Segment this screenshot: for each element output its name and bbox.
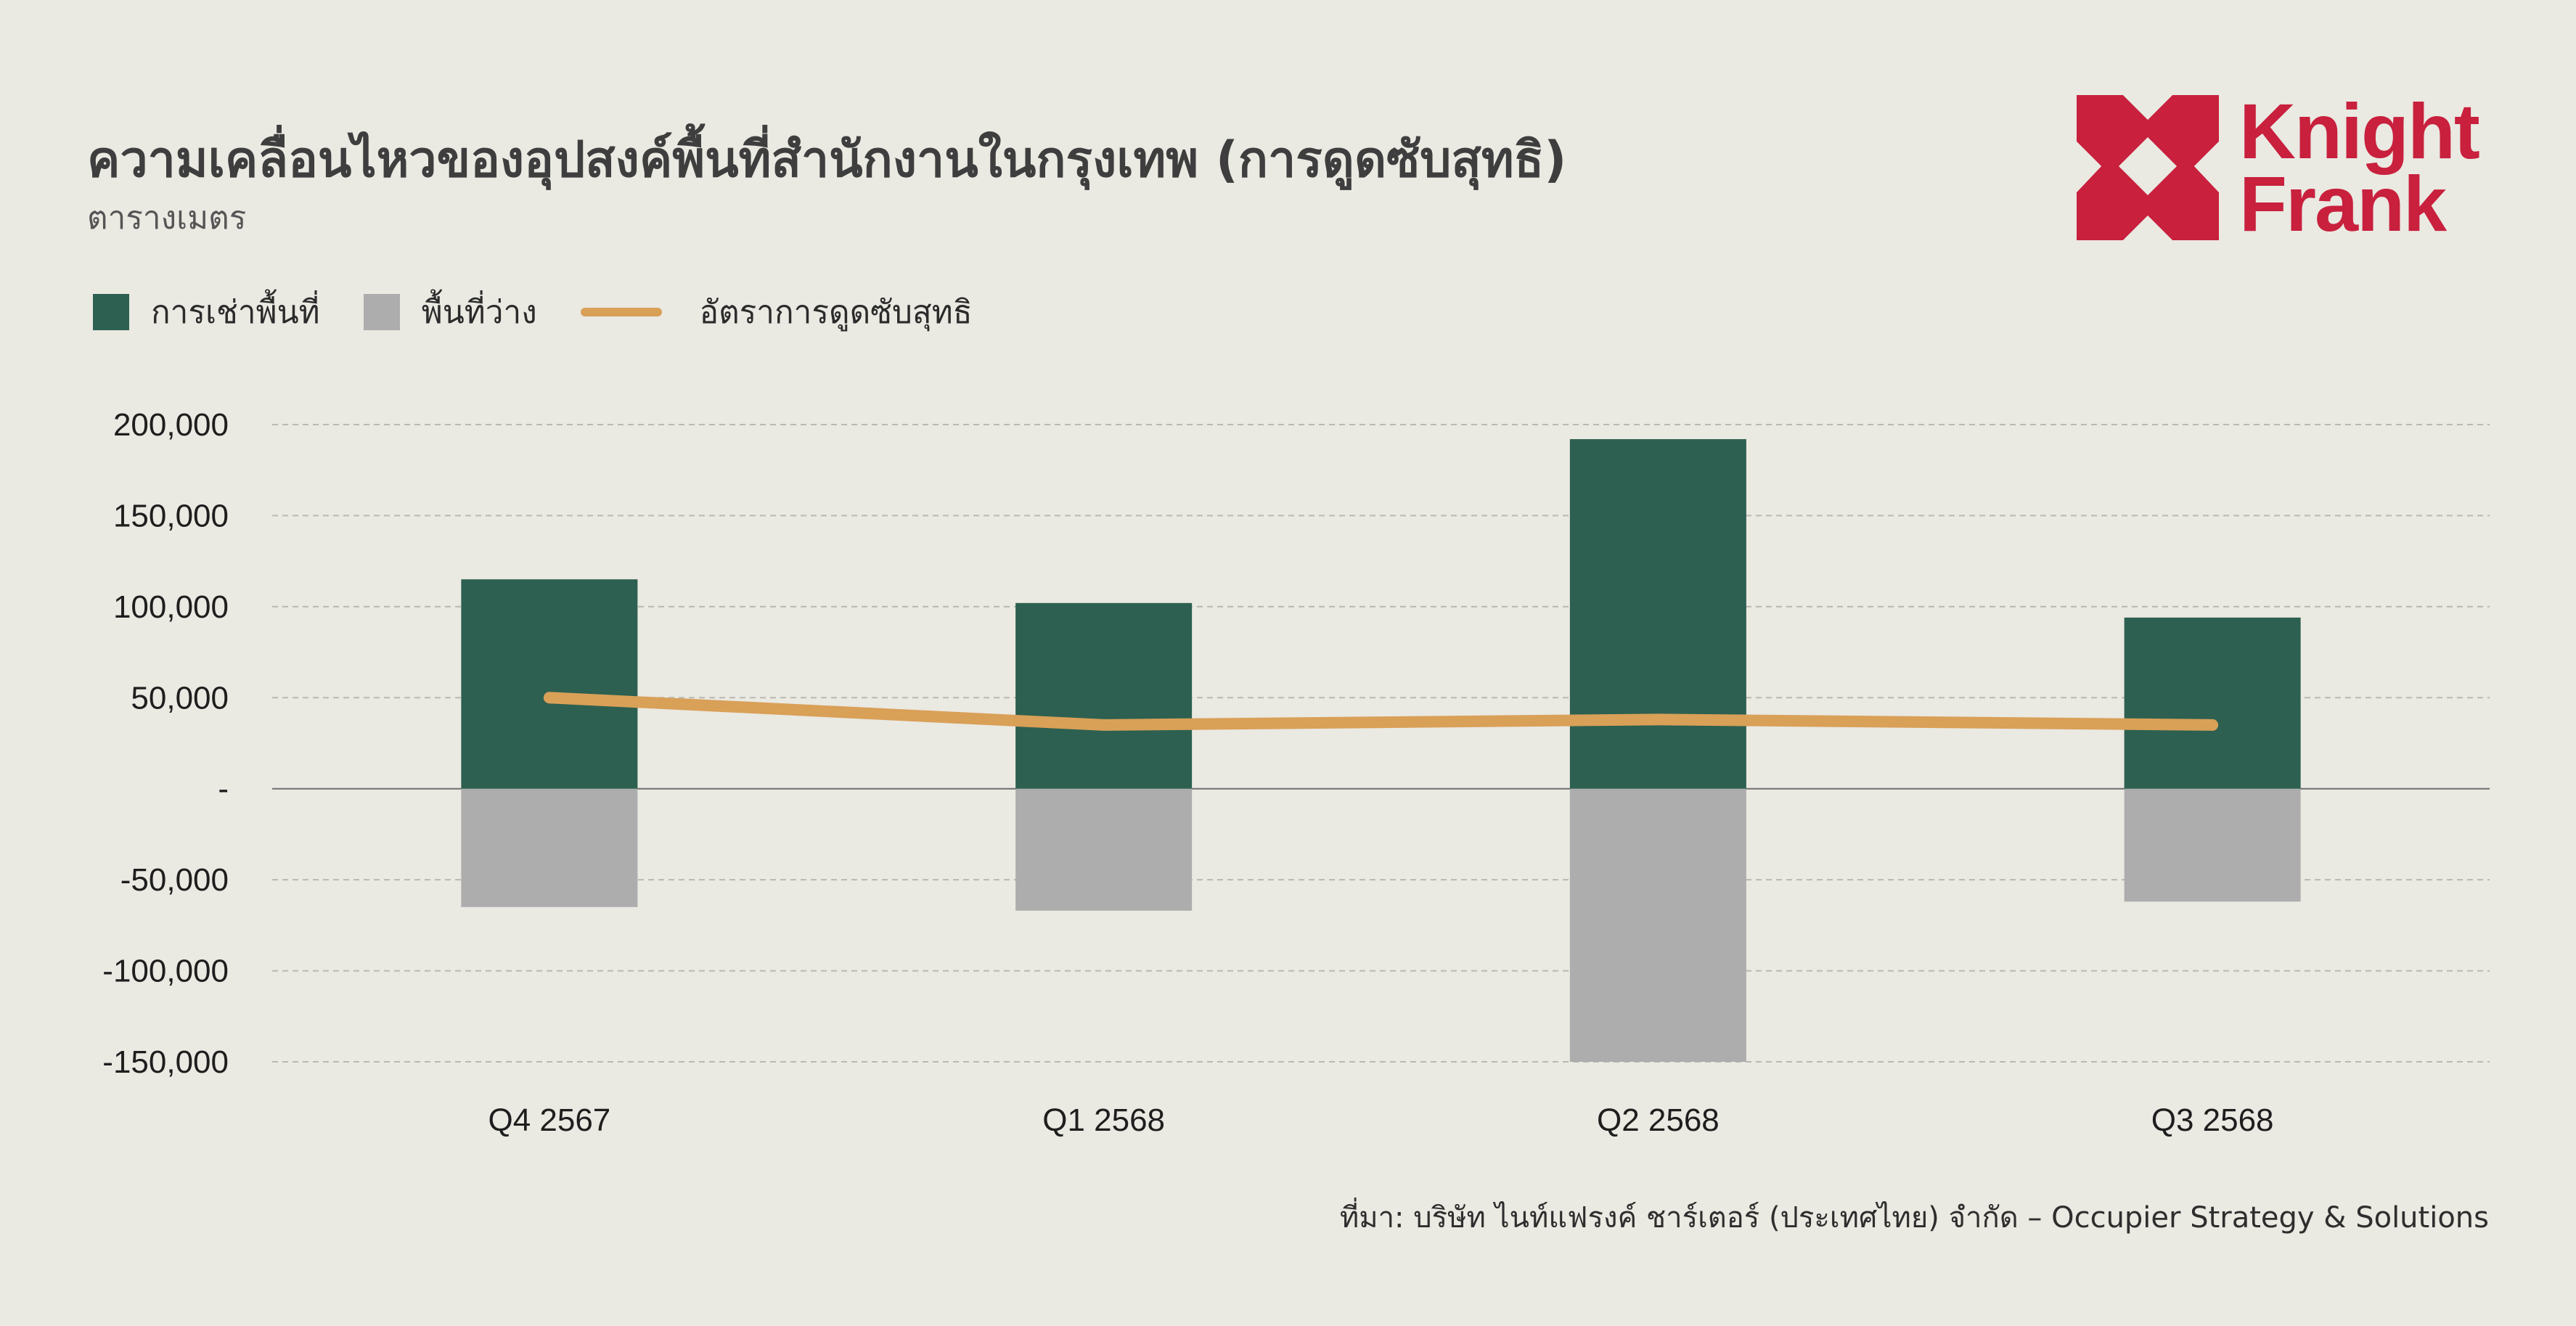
x-tick-label: Q2 2568 xyxy=(1597,1102,1720,1138)
bar-leasing xyxy=(2124,617,2301,789)
y-tick-label: 100,000 xyxy=(113,589,229,625)
legend-item-vacancy: พื้นที่ว่าง xyxy=(363,287,537,337)
bar-vacancy xyxy=(1569,788,1746,1062)
net-absorption-point xyxy=(2212,724,2214,726)
bar-leasing xyxy=(461,579,638,789)
knight-frank-logo-icon xyxy=(2077,95,2219,240)
net-absorption-point xyxy=(548,697,550,699)
logo-word-frank: Frank xyxy=(2239,160,2447,247)
y-tick-label: -100,000 xyxy=(102,954,229,989)
y-tick-label: -50,000 xyxy=(120,862,229,898)
bar-vacancy xyxy=(2124,788,2301,902)
bar-vacancy xyxy=(461,788,638,907)
x-tick-label: Q1 2568 xyxy=(1042,1102,1165,1138)
x-tick-label: Q4 2567 xyxy=(488,1102,610,1138)
knight-frank-logo: Knight Frank xyxy=(2072,87,2480,247)
legend-line-net-absorption xyxy=(580,308,662,316)
y-tick-label: - xyxy=(218,772,229,807)
logo-wordmark: Knight Frank xyxy=(2223,87,2480,247)
legend-label-leasing: การเช่าพื้นที่ xyxy=(151,294,320,331)
y-tick-label: 50,000 xyxy=(131,680,229,716)
logo-word-knight: Knight xyxy=(2239,87,2480,175)
net-absorption-point xyxy=(1657,719,1659,721)
bar-vacancy xyxy=(1015,788,1193,911)
legend-label-vacancy: พื้นที่ว่าง xyxy=(421,294,537,331)
y-tick-label: -150,000 xyxy=(102,1044,229,1080)
bar-leasing xyxy=(1569,439,1746,789)
chart-title: ความเคลื่อนไหวของอุปสงค์พื้นที่สำนักงานใ… xyxy=(87,131,1567,189)
legend-item-net-absorption: อัตราการดูดซับสุทธิ xyxy=(580,287,973,337)
legend-swatch-vacancy xyxy=(363,294,400,330)
x-tick-label: Q3 2568 xyxy=(2151,1102,2274,1138)
y-tick-label: 200,000 xyxy=(113,407,229,443)
source-note: ที่มา: บริษัท ไนท์แฟรงค์ ชาร์เตอร์ (ประเ… xyxy=(1339,1201,2489,1235)
legend-swatch-leasing xyxy=(93,294,129,330)
y-tick-label: 150,000 xyxy=(113,498,229,533)
bar-leasing xyxy=(1015,602,1193,789)
legend-label-net-absorption: อัตราการดูดซับสุทธิ xyxy=(699,294,973,331)
net-absorption-point xyxy=(1103,724,1105,726)
chart-subtitle: ตารางเมตร xyxy=(87,200,247,237)
legend-item-leasing: การเช่าพื้นที่ xyxy=(93,287,320,337)
legend: การเช่าพื้นที่ พื้นที่ว่าง อัตราการดูดซั… xyxy=(93,290,1016,334)
net-absorption-line xyxy=(543,692,2219,731)
